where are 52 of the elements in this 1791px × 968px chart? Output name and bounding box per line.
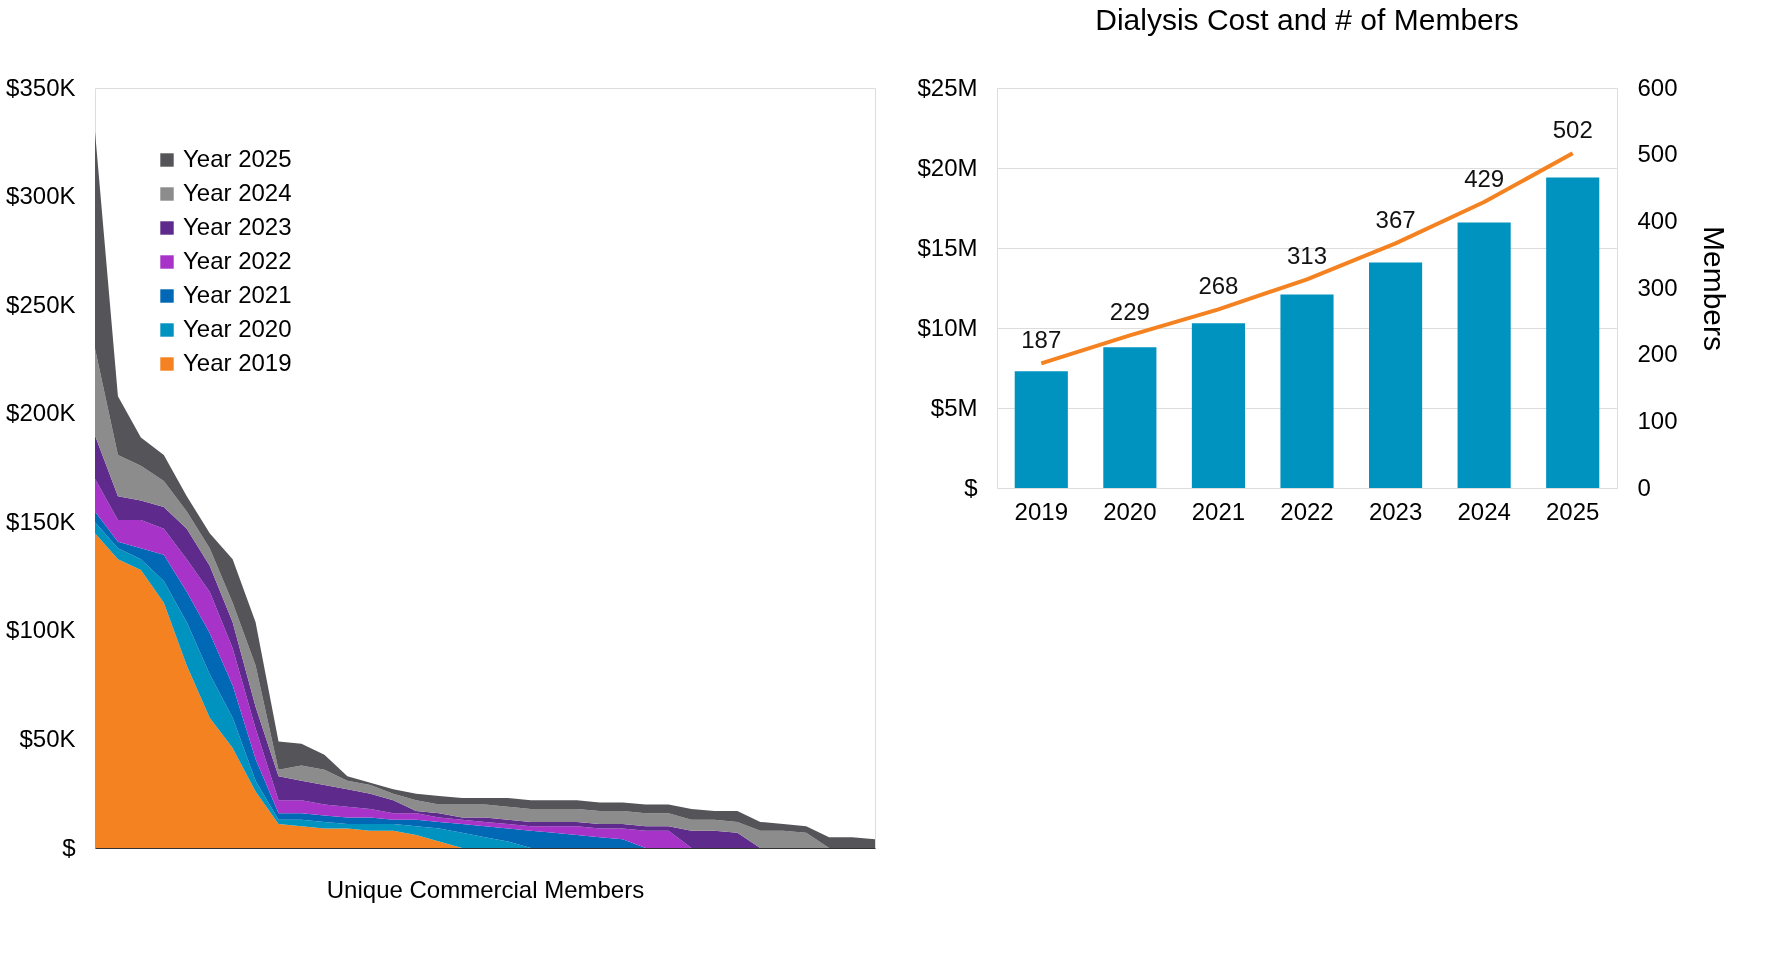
data-label: 313: [1286, 242, 1328, 270]
y-tick-label: $200K: [6, 399, 76, 427]
data-label: 229: [1109, 298, 1150, 326]
bar: [1280, 294, 1334, 488]
y-tick-label: $20M: [917, 153, 978, 181]
y2-tick-label: 0: [1637, 473, 1651, 501]
y-tick-label: $5M: [930, 393, 978, 421]
data-label: 367: [1375, 206, 1416, 234]
legend-label: Year 2025: [183, 145, 292, 172]
y2-tick-label: 100: [1637, 406, 1678, 434]
data-label: 429: [1464, 165, 1505, 192]
y-tick-label: $: [62, 833, 76, 861]
data-label: 268: [1198, 272, 1239, 300]
legend-label: Year 2021: [183, 281, 292, 308]
legend-label: Year 2023: [183, 213, 292, 240]
x-tick-label: 2021: [1191, 497, 1246, 525]
x-tick-label: 2025: [1546, 497, 1600, 525]
x-tick-label: 2019: [1014, 497, 1068, 525]
y-tick-label: $: [964, 473, 978, 501]
legend-label: Year 2019: [183, 349, 292, 376]
x-tick-label: 2023: [1368, 497, 1423, 525]
y-tick-label: $25M: [917, 73, 978, 101]
x-tick-label: 2020: [1103, 497, 1157, 525]
y-tick-label: $150K: [6, 507, 76, 535]
x-tick-label: 2022: [1280, 497, 1334, 525]
x-tick-label: 2024: [1457, 497, 1511, 525]
y-tick-label: $250K: [6, 290, 76, 318]
bar: [1191, 323, 1245, 488]
y2-axis-title: Members: [1697, 225, 1731, 352]
y-tick-label: $10M: [917, 313, 978, 341]
bar: [1546, 177, 1600, 488]
y2-tick-label: 300: [1637, 273, 1678, 301]
y-tick-label: $15M: [917, 233, 978, 261]
bar: [1369, 262, 1423, 488]
legend-label: Year 2024: [183, 179, 292, 206]
bar: [1457, 222, 1511, 488]
y-tick-label: $50K: [19, 724, 76, 752]
bar: [1014, 371, 1068, 488]
y2-tick-label: 200: [1637, 340, 1678, 368]
y-tick-label: $350K: [6, 73, 76, 101]
data-label: 187: [1021, 326, 1062, 354]
legend-label: Year 2020: [183, 315, 292, 342]
y-tick-label: $100K: [6, 616, 76, 644]
data-label: 502: [1552, 116, 1593, 144]
y2-tick-label: 500: [1637, 140, 1678, 168]
y2-tick-label: 400: [1637, 206, 1678, 234]
chart-title: Dialysis Cost and # of Members: [1095, 3, 1519, 36]
y-tick-label: $300K: [6, 182, 76, 210]
x-axis-title: Unique Commercial Members: [326, 875, 645, 903]
legend-label: Year 2022: [183, 247, 292, 274]
bar: [1103, 347, 1157, 488]
y2-tick-label: 600: [1637, 73, 1678, 101]
